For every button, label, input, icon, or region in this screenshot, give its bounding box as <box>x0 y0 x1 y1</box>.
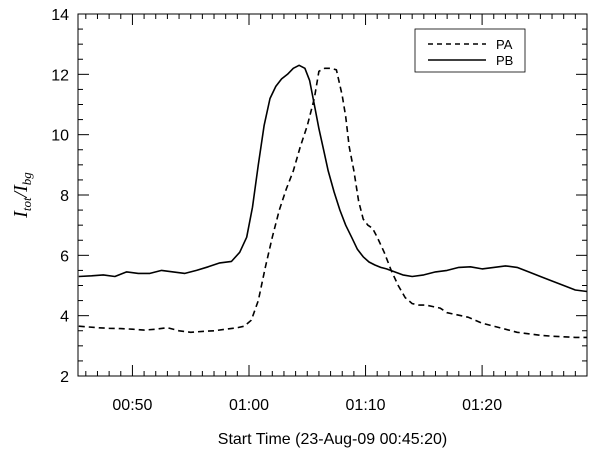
y-tick-label: 6 <box>60 248 69 265</box>
plot-area <box>78 64 588 339</box>
legend-box <box>414 28 526 73</box>
y-axis-title: Itot/Ibg <box>10 172 34 219</box>
y-tick-label: 10 <box>51 128 69 145</box>
x-tick-label: 00:50 <box>112 397 152 414</box>
series-line-pa <box>78 67 587 339</box>
y-axis-title-sub2: bg <box>19 172 34 186</box>
legend-label-pb: PB <box>496 53 513 68</box>
x-tick-label: 01:00 <box>229 397 269 414</box>
y-axis-title-main2: I <box>10 184 32 193</box>
legend-label-pa: PA <box>496 37 513 52</box>
legend: PA PB <box>414 28 526 73</box>
y-tick-label: 12 <box>51 67 69 84</box>
y-tick-label: 2 <box>60 369 69 386</box>
series-line-pb <box>78 64 588 293</box>
x-tick-label: 01:20 <box>462 397 502 414</box>
y-axis-title-main1: I <box>10 210 32 219</box>
y-tick-label: 8 <box>60 188 69 205</box>
plot-frame <box>77 13 588 377</box>
y-tick-label: 14 <box>51 7 69 24</box>
y-tick-label: 4 <box>60 309 69 326</box>
y-axis-title-sub1: tot <box>19 197 34 211</box>
x-axis-title: Start Time (23-Aug-09 00:45:20) <box>218 431 447 448</box>
x-tick-label: 01:10 <box>346 397 386 414</box>
axis-ticks <box>78 13 588 377</box>
y-axis-title-slash: / <box>10 189 32 198</box>
tick-labels: 2 4 6 8 10 12 14 00:50 01:00 01:10 01:20 <box>51 7 502 414</box>
